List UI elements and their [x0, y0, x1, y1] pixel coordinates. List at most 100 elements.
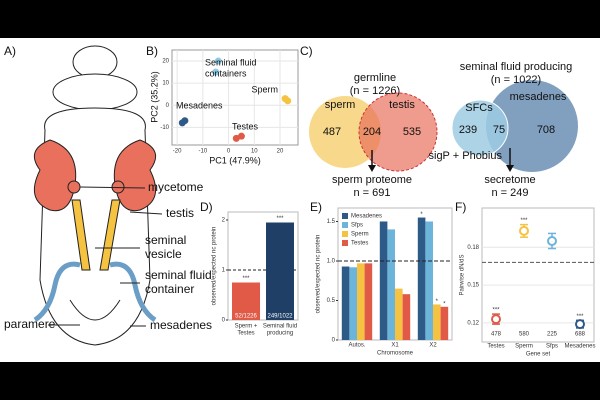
- result: secretome: [484, 174, 535, 186]
- star: ***: [576, 314, 584, 320]
- x-axis-label: PC1 (47.9%): [209, 155, 261, 165]
- group-label: containers: [205, 68, 247, 78]
- legend-swatch: [342, 213, 348, 219]
- y-tick-label: 0.12: [467, 320, 479, 326]
- y-tick-label: 0: [166, 103, 170, 109]
- star: ***: [276, 216, 284, 222]
- bar: [387, 229, 395, 340]
- x-axis-label: Chromosome: [377, 351, 414, 357]
- y-axis-label: PC2 (35.2%): [149, 71, 159, 123]
- panel-label: B): [146, 44, 158, 58]
- star: ***: [520, 218, 528, 224]
- y-tick-label: 10: [162, 81, 169, 87]
- y-tick-label: 0.5: [327, 298, 336, 304]
- venn-title: seminal fluid producing: [460, 61, 573, 73]
- venn-title: germline: [354, 72, 396, 84]
- group-label: Mesadenes: [176, 100, 223, 110]
- point: [214, 57, 222, 65]
- x-axis-label: Gene set: [526, 352, 551, 358]
- result-n: n = 249: [491, 187, 528, 199]
- count-label: 52/1226: [235, 314, 257, 320]
- panel-label: D): [200, 200, 213, 214]
- set-label: sperm: [325, 99, 356, 111]
- legend-label: Sfps: [351, 223, 363, 229]
- star: ***: [492, 308, 500, 314]
- count: 204: [363, 126, 381, 138]
- group-label: Testes: [232, 121, 259, 131]
- point: [281, 95, 289, 103]
- x-tick-label: -20: [173, 149, 182, 155]
- x-tick-label: 10: [251, 149, 258, 155]
- filter: sigP + Phobius: [429, 150, 503, 162]
- point: [212, 68, 220, 76]
- bar: [379, 221, 388, 340]
- y-axis-label: observed/expected nc protein: [316, 235, 322, 314]
- panel-label: F): [455, 200, 466, 214]
- count: 535: [403, 126, 421, 138]
- venn-left: [309, 92, 438, 172]
- panel-label: C): [300, 44, 313, 58]
- y-tick-label: 1: [222, 268, 226, 274]
- n-label: 225: [547, 332, 558, 338]
- star: ***: [242, 276, 250, 282]
- y-tick-label: -10: [160, 125, 169, 131]
- point: [575, 319, 585, 330]
- bar: [425, 221, 433, 340]
- bar: [341, 266, 350, 340]
- point: [547, 235, 557, 246]
- y-axis-label: observed/expected nc protein: [212, 227, 218, 306]
- group-label: Sperm: [251, 84, 278, 94]
- result-n: n = 691: [353, 187, 390, 199]
- venn-n: (n = 1022): [491, 74, 541, 86]
- count-label: 249/1022: [267, 314, 293, 320]
- y-tick-label: 0.15: [467, 283, 479, 289]
- x-tick-label: 20: [277, 149, 284, 155]
- legend-swatch: [342, 222, 348, 228]
- y-tick-label: 2: [222, 218, 226, 224]
- bar: [364, 263, 373, 340]
- x-tick-label: Mesadenes: [564, 344, 595, 350]
- legend-label: Mesadenes: [351, 214, 382, 220]
- bar: [266, 222, 294, 320]
- y-tick-label: 1.5: [327, 219, 336, 225]
- n-label: 688: [575, 332, 586, 338]
- x-tick-label: Sfps: [546, 344, 558, 350]
- bar: [402, 294, 411, 340]
- insect-drawing: [33, 45, 163, 346]
- x-tick-label: Seminal fluid: [263, 324, 297, 330]
- venn-n: (n = 1226): [350, 85, 400, 97]
- star: *: [420, 212, 423, 218]
- group-label: Seminal fluid: [205, 57, 257, 67]
- y-tick-label: 0.18: [467, 245, 479, 251]
- result: sperm proteome: [332, 174, 412, 186]
- panel-label: E): [310, 200, 322, 214]
- n-label: 580: [519, 332, 530, 338]
- point: [181, 117, 189, 125]
- legend-swatch: [342, 240, 348, 246]
- bar: [395, 288, 403, 340]
- annotation: vesicle: [145, 247, 182, 261]
- annotation: testis: [166, 206, 194, 220]
- set-label: SFCs: [465, 102, 493, 114]
- set-label: mesadenes: [510, 91, 567, 103]
- x-tick-label: 0: [227, 149, 231, 155]
- plot-area: [171, 49, 299, 146]
- legend-label: Testes: [351, 241, 368, 247]
- count: 239: [459, 124, 477, 136]
- annotation: paramere: [4, 317, 56, 331]
- y-tick-label: 0: [332, 338, 336, 344]
- n-label: 478: [491, 332, 502, 338]
- point: [491, 314, 501, 325]
- x-tick-label: X1: [391, 343, 399, 349]
- star: *: [436, 299, 439, 305]
- annotation: seminal: [145, 233, 186, 247]
- y-tick-label: 1.0: [327, 259, 336, 265]
- bar: [357, 263, 365, 340]
- annotation: mesadenes: [150, 318, 212, 332]
- x-tick-label: X2: [429, 343, 437, 349]
- y-tick-label: 0: [222, 318, 226, 324]
- count: 708: [537, 124, 555, 136]
- x-tick-label: Sperm +: [235, 324, 258, 330]
- annotation: mycetome: [148, 180, 204, 194]
